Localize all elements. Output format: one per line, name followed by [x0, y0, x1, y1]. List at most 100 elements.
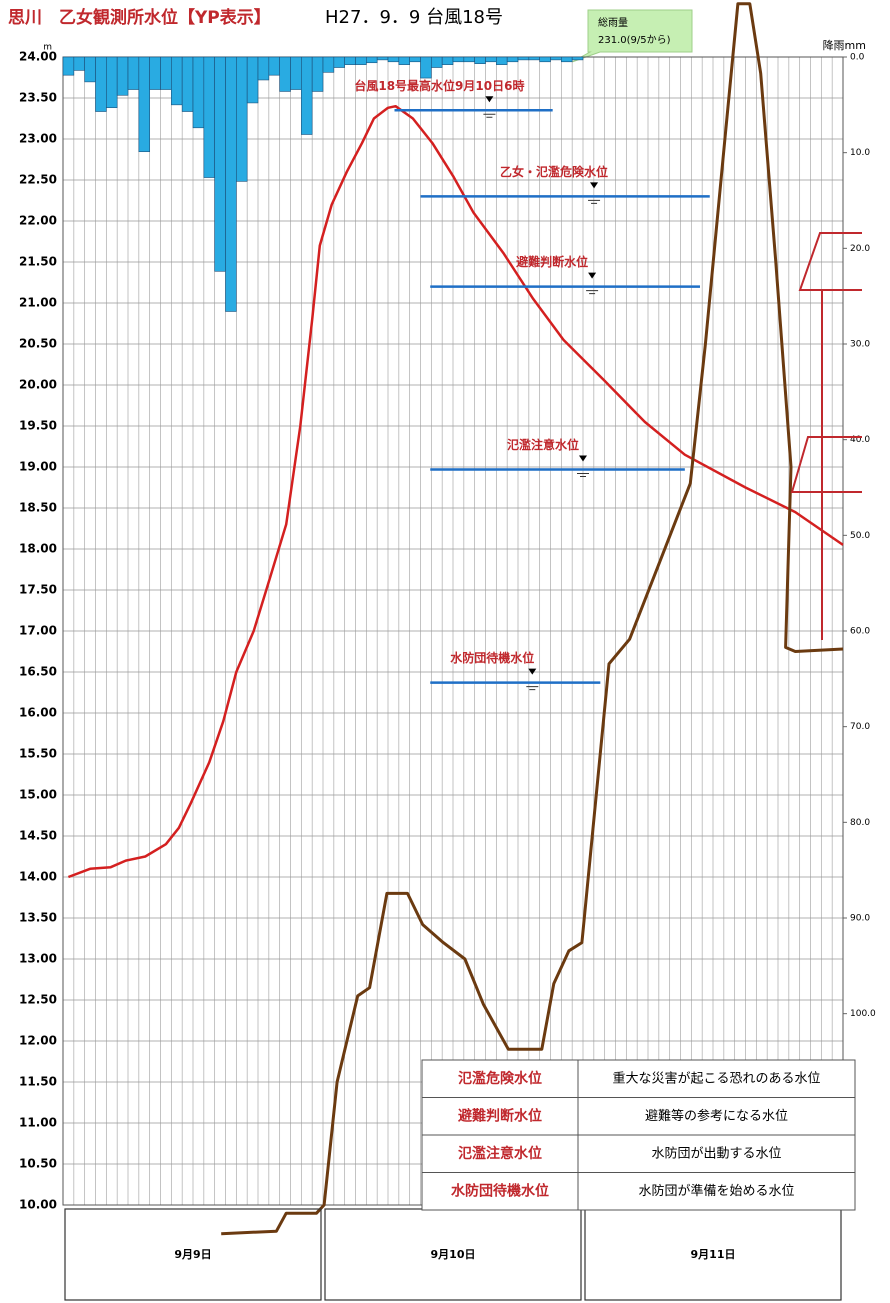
level-label: 避難判断水位 [516, 254, 588, 269]
day-label: 9月10日 [431, 1248, 476, 1261]
table-term: 氾濫注意水位 [458, 1145, 542, 1162]
day-box [64, 1208, 322, 1301]
table-cell [421, 1059, 579, 1098]
y2-tick-label: 20.0 [850, 244, 870, 254]
table-term: 氾濫危険水位 [458, 1070, 542, 1087]
rain-bar [452, 56, 465, 63]
rain-bar [181, 56, 194, 112]
y-tick-label: 11.00 [19, 1116, 57, 1130]
rain-bar [539, 56, 551, 63]
table-cell [577, 1172, 856, 1211]
y-tick-label: 24.00 [19, 50, 57, 64]
level-marker [483, 113, 496, 118]
y-tick-label: 16.00 [19, 706, 57, 720]
rain-bar [485, 56, 497, 63]
rain-bar [203, 56, 215, 178]
rain-bar [127, 56, 140, 90]
y-tick-label: 22.50 [19, 173, 57, 187]
rain-bar [290, 56, 302, 90]
rain-bar [106, 56, 118, 109]
y-tick-label: 10.00 [19, 1198, 57, 1212]
rain-bar [398, 56, 410, 65]
table-cell [577, 1134, 856, 1173]
rain-bar [322, 56, 335, 73]
rain-bar [138, 56, 150, 153]
y2-tick-label: 40.0 [850, 435, 870, 445]
level-marker [586, 290, 599, 295]
rain-bar [214, 56, 226, 272]
rain-bar [171, 56, 183, 106]
y-tick-label: 18.00 [19, 542, 57, 556]
rain-bar [517, 56, 530, 61]
level-marker [588, 272, 597, 279]
chart-title: 思川 乙女観測所水位【YP表示】 [8, 7, 271, 28]
level-marker [577, 472, 589, 477]
y2-tick-label: 50.0 [850, 531, 870, 541]
rain-bar [279, 56, 291, 92]
rain-bar [333, 56, 345, 68]
level-label: 台風18号最高水位9月10日6時 [354, 78, 524, 93]
rain-bar [366, 56, 378, 64]
bracket [798, 232, 862, 291]
y-tick-label: 19.00 [19, 460, 57, 474]
rain-bar [571, 56, 584, 61]
level-marker [588, 199, 601, 204]
level-label: 水防団待機水位 [450, 650, 534, 665]
rain-bar [528, 56, 540, 61]
y-tick-label: 17.00 [19, 624, 57, 638]
rain-bar [496, 56, 508, 65]
level-marker [590, 182, 599, 189]
y-tick-label: 10.50 [19, 1157, 57, 1171]
y-tick-label: 23.50 [19, 91, 57, 105]
y2-label: 降雨mm [823, 38, 866, 52]
rain-bar [550, 56, 562, 61]
rain-bar [387, 56, 400, 63]
rain-bar [441, 56, 454, 65]
rain-bar [376, 56, 389, 61]
table-desc: 水防団が出動する水位 [651, 1145, 781, 1161]
y-tick-label: 13.50 [19, 911, 57, 925]
rain-bar [149, 56, 161, 90]
y-tick-label: 16.50 [19, 665, 57, 679]
rain-bar [355, 56, 367, 65]
water-level-line [221, 2, 844, 1236]
water-level-line [67, 104, 844, 879]
rain-bar [62, 56, 75, 76]
y-tick-label: 20.00 [19, 378, 57, 392]
rain-bar [160, 56, 172, 90]
level-marker [526, 686, 539, 691]
y-tick-label: 15.50 [19, 747, 57, 761]
level-label: 乙女・氾濫危険水位 [500, 164, 608, 179]
table-term: 避難判断水位 [458, 1107, 542, 1124]
rain-bar [506, 56, 519, 63]
rain-bar [268, 56, 280, 76]
y2-tick-label: 100.0 [850, 1009, 876, 1019]
chart-subtitle: H27．9．9 台風18号 [325, 7, 503, 28]
table-desc: 重大な災害が起こる恐れのある水位 [612, 1070, 820, 1086]
y2-tick-label: 0.0 [850, 53, 865, 63]
y-tick-label: 22.00 [19, 214, 57, 228]
level-marker [579, 455, 587, 462]
y2-tick-label: 30.0 [850, 340, 870, 350]
rain-bar [246, 56, 259, 104]
rain-bar [73, 56, 85, 71]
rain-bar [463, 56, 475, 63]
table-cell [577, 1097, 856, 1136]
callout-text: 231.0(9/5から) [598, 34, 671, 46]
bracket-marks [790, 232, 862, 640]
y-tick-label: 13.00 [19, 952, 57, 966]
y-unit: m [43, 43, 52, 53]
table-desc: 避難等の参考になる水位 [645, 1108, 788, 1124]
rain-bar [192, 56, 205, 129]
y-tick-label: 11.50 [19, 1075, 57, 1089]
y2-tick-label: 60.0 [850, 627, 870, 637]
callout-text: 総雨量 [598, 16, 628, 29]
bracket [790, 436, 862, 493]
rain-bar [561, 56, 573, 63]
y-tick-label: 15.00 [19, 788, 57, 802]
rain-bar [311, 56, 324, 92]
rain-bar [257, 56, 270, 81]
y-tick-label: 18.50 [19, 501, 57, 515]
rain-bar [474, 56, 486, 64]
